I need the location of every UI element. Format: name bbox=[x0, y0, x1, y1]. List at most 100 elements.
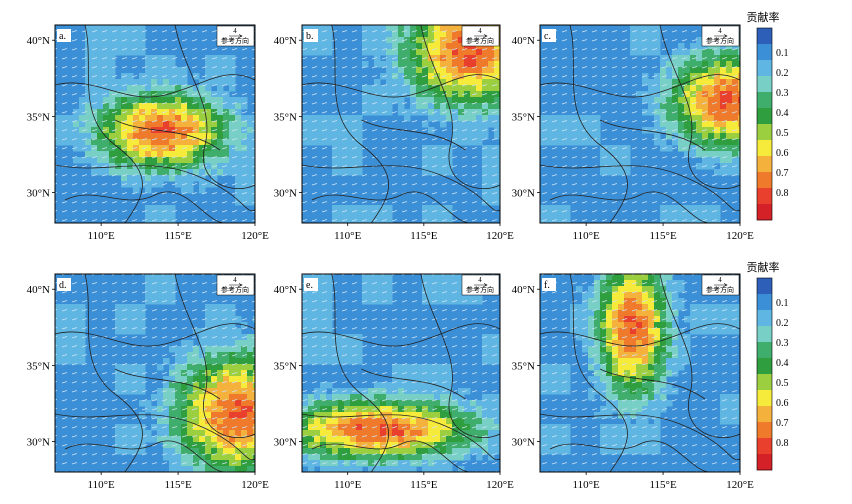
boundary-line bbox=[659, 25, 740, 189]
boundary-line bbox=[55, 413, 255, 461]
x-tick-label: 115°E bbox=[164, 479, 191, 491]
contribution-field bbox=[302, 274, 500, 472]
reference-vector-label: 参考方向 bbox=[706, 36, 734, 45]
y-tick-label: 30°N bbox=[274, 437, 297, 449]
colorbar-swatch bbox=[757, 326, 772, 343]
colorbar-tick-label: 0.1 bbox=[776, 48, 789, 59]
reference-arrow-icon bbox=[229, 283, 243, 287]
panel-frame bbox=[54, 24, 256, 224]
colorbar-swatch bbox=[757, 342, 772, 359]
colorbar-tick-label: 0.2 bbox=[776, 68, 789, 79]
reference-vector-label: 参考方向 bbox=[466, 36, 494, 45]
reference-vector-label: 参考方向 bbox=[221, 285, 249, 294]
x-tick-label: 120°E bbox=[241, 230, 269, 242]
colorbar-swatch bbox=[757, 188, 772, 205]
colorbar-tick-label: 0.5 bbox=[776, 378, 789, 389]
colorbar-swatch bbox=[757, 438, 772, 455]
colorbar-swatch bbox=[757, 406, 772, 423]
reference-vector-value: 4 bbox=[233, 276, 237, 284]
reference-arrow-icon bbox=[474, 34, 488, 38]
panel-label: f. bbox=[544, 280, 550, 291]
reference-vector-value: 4 bbox=[718, 276, 722, 284]
colorbar-title: 贡献率 bbox=[747, 260, 780, 274]
y-tick-label: 40°N bbox=[27, 35, 50, 47]
x-tick-label: 110°E bbox=[88, 230, 115, 242]
boundary-line bbox=[549, 440, 711, 472]
panel-label: c. bbox=[544, 31, 551, 42]
boundary-line bbox=[55, 323, 255, 347]
y-tick-label: 35°N bbox=[512, 360, 535, 372]
boundary-line bbox=[331, 274, 389, 472]
reference-vector-label: 参考方向 bbox=[706, 285, 734, 294]
boundary-line bbox=[420, 274, 500, 438]
colorbar-swatch bbox=[757, 140, 772, 157]
colorbar-swatch bbox=[757, 390, 772, 407]
reference-vector-value: 4 bbox=[233, 27, 237, 35]
y-tick-label: 40°N bbox=[274, 35, 297, 47]
y-tick-label: 35°N bbox=[274, 360, 297, 372]
boundary-line bbox=[302, 323, 500, 347]
wind-arrows bbox=[540, 274, 740, 472]
colorbar-swatch bbox=[757, 92, 772, 109]
colorbar-2: 贡献率 0.1 0.2 0.3 0.4 0.5 0.6 0.7 0.8 bbox=[747, 260, 789, 471]
x-tick-label: 110°E bbox=[334, 230, 361, 242]
panel-label: a. bbox=[59, 31, 66, 42]
panel-label: e. bbox=[306, 280, 313, 291]
x-tick-label: 115°E bbox=[410, 479, 437, 491]
boundary-line bbox=[361, 119, 466, 151]
colorbar-tick-label: 0.7 bbox=[776, 418, 789, 429]
wind-arrows bbox=[540, 25, 740, 223]
boundary-line bbox=[311, 440, 471, 472]
wind-arrows bbox=[55, 274, 255, 472]
reference-vector-label: 参考方向 bbox=[221, 36, 249, 45]
reference-vector-label: 参考方向 bbox=[466, 285, 494, 294]
colorbar-tick-label: 0.3 bbox=[776, 88, 789, 99]
panel-label: b. bbox=[306, 31, 314, 42]
colorbar-swatch bbox=[757, 108, 772, 125]
boundary-line bbox=[331, 25, 389, 223]
boundary-line bbox=[549, 191, 711, 223]
reference-arrow-icon bbox=[714, 34, 728, 38]
colorbar-swatch bbox=[757, 156, 772, 173]
panel-frame bbox=[539, 273, 741, 473]
y-tick-label: 30°N bbox=[274, 188, 297, 200]
y-tick-label: 40°N bbox=[274, 284, 297, 296]
x-tick-label: 110°E bbox=[573, 479, 600, 491]
y-tick-label: 40°N bbox=[512, 284, 535, 296]
colorbar-swatch bbox=[757, 454, 772, 471]
panel-frame bbox=[54, 273, 256, 473]
boundary-line bbox=[302, 74, 500, 98]
boundary-line bbox=[420, 25, 500, 189]
colorbar-swatch bbox=[757, 278, 772, 295]
colorbar-swatch bbox=[757, 204, 772, 221]
boundary-line bbox=[84, 25, 143, 223]
colorbar-title: 贡献率 bbox=[747, 10, 780, 24]
colorbar-swatch bbox=[757, 422, 772, 439]
y-tick-label: 35°N bbox=[274, 111, 297, 123]
colorbar-tick-label: 0.4 bbox=[776, 108, 789, 119]
colorbar-swatch bbox=[757, 76, 772, 93]
colorbar-tick-label: 0.6 bbox=[776, 398, 789, 409]
x-tick-label: 120°E bbox=[726, 230, 754, 242]
boundary-line bbox=[84, 274, 143, 472]
colorbar-swatch bbox=[757, 294, 772, 311]
boundary-line bbox=[540, 74, 740, 98]
x-tick-label: 120°E bbox=[726, 479, 754, 491]
x-tick-label: 115°E bbox=[410, 230, 437, 242]
panel-frame bbox=[301, 24, 501, 224]
boundary-line bbox=[540, 323, 740, 347]
boundary-line bbox=[659, 274, 740, 438]
colorbar-tick-label: 0.6 bbox=[776, 148, 789, 159]
panel-frame bbox=[539, 24, 741, 224]
wind-arrows bbox=[302, 25, 500, 223]
colorbar-tick-label: 0.2 bbox=[776, 318, 789, 329]
x-tick-label: 115°E bbox=[164, 230, 191, 242]
y-tick-label: 40°N bbox=[27, 284, 50, 296]
x-tick-label: 115°E bbox=[649, 479, 676, 491]
reference-arrow-icon bbox=[714, 283, 728, 287]
y-tick-label: 35°N bbox=[27, 111, 50, 123]
colorbar-swatch bbox=[757, 60, 772, 77]
